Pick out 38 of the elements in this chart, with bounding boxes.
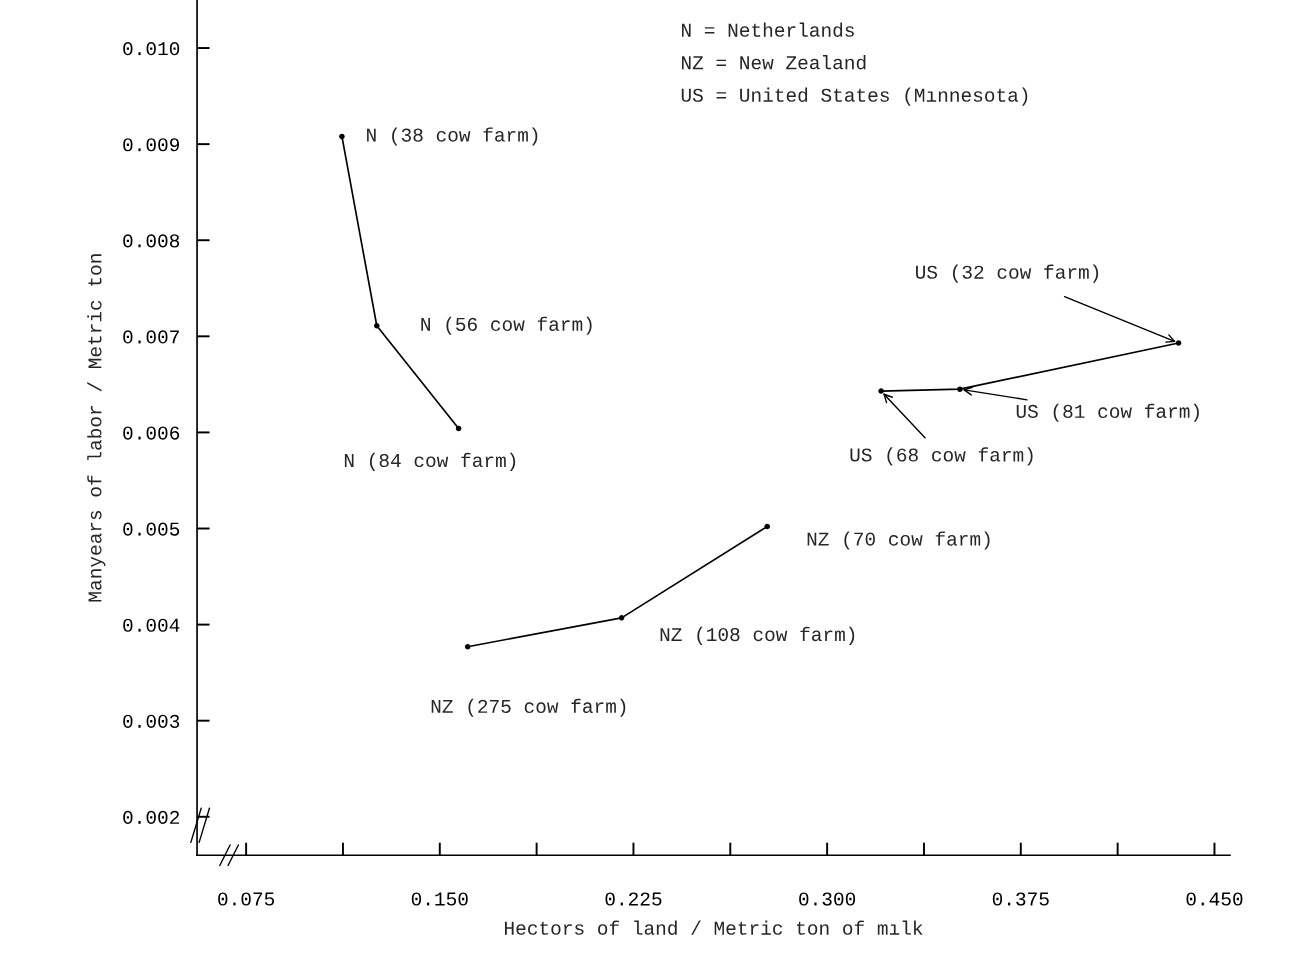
y-tick-label: 0.006 xyxy=(123,426,180,440)
y-tick-label: 0.007 xyxy=(123,330,179,344)
point xyxy=(878,388,884,394)
point xyxy=(455,425,462,432)
point xyxy=(618,615,625,621)
y-tick-label: 0.004 xyxy=(123,618,180,632)
point xyxy=(374,322,380,329)
y-tick-label: 0.010 xyxy=(123,42,180,56)
annotation: US (68 cow farm) xyxy=(850,447,1033,466)
annotation: N (56 cow farm) xyxy=(421,316,592,335)
point xyxy=(1175,340,1182,346)
point xyxy=(764,523,770,530)
y-tick-label: 0.005 xyxy=(123,522,180,536)
annotation: N = Netherlands xyxy=(681,22,854,37)
y-tick-label: 0.009 xyxy=(123,138,180,152)
annotation: N (38 cow farm) xyxy=(367,127,538,146)
x-tick-label: 0.375 xyxy=(992,892,1049,906)
annotation: US = United States (Mınnesota) xyxy=(681,87,1028,106)
x-tick-label: 0.225 xyxy=(605,892,662,906)
y-tick-label: 0.003 xyxy=(123,714,180,728)
x-tick-label: 0.300 xyxy=(799,892,856,906)
annotation: N (84 cow farm) xyxy=(344,452,516,471)
point xyxy=(957,386,963,392)
y-axis-title: Manyears of labor / Metric ton xyxy=(87,254,106,602)
y-tick-label: 0.002 xyxy=(123,810,180,825)
x-axis-title: Hectors of land / Metric ton of mılk xyxy=(504,920,923,935)
annotation: NZ (275 cow farm) xyxy=(431,698,626,717)
annotation: NZ (70 cow farm) xyxy=(807,531,990,550)
x-tick-label: 0.150 xyxy=(411,892,468,906)
y-tick-label: 0.008 xyxy=(123,234,180,248)
annotation: US (32 cow farm) xyxy=(916,264,1099,283)
annotation: US (81 cow farm) xyxy=(1016,403,1199,422)
annotation: NZ (108 cow farm) xyxy=(660,626,855,645)
annotation: NZ = New Zealand xyxy=(681,55,866,70)
point xyxy=(464,643,471,650)
x-tick-label: 0.075 xyxy=(218,892,275,906)
point xyxy=(339,133,345,140)
x-tick-label: 0.450 xyxy=(1186,892,1243,906)
